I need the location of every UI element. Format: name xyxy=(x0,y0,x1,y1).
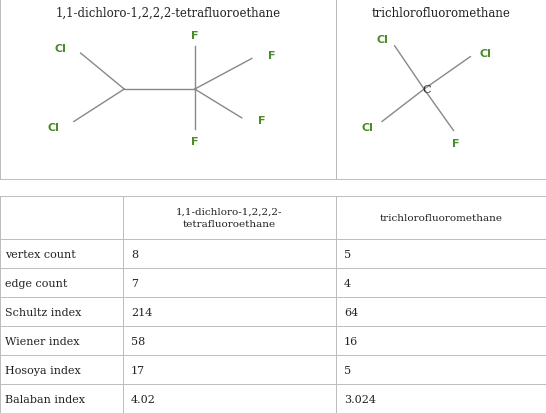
Text: 58: 58 xyxy=(131,336,145,346)
Text: trichlorofluoromethane: trichlorofluoromethane xyxy=(379,214,502,222)
Text: Schultz index: Schultz index xyxy=(5,307,82,317)
Text: F: F xyxy=(258,115,266,126)
Text: F: F xyxy=(191,31,199,41)
Text: 4.02: 4.02 xyxy=(131,394,156,404)
Text: F: F xyxy=(452,139,459,149)
Text: 16: 16 xyxy=(344,336,358,346)
Text: Hosoya index: Hosoya index xyxy=(5,365,81,375)
Text: 7: 7 xyxy=(131,278,138,288)
Text: Balaban index: Balaban index xyxy=(5,394,86,404)
Text: Cl: Cl xyxy=(55,43,67,54)
Text: trichlorofluoromethane: trichlorofluoromethane xyxy=(371,7,511,20)
Text: Wiener index: Wiener index xyxy=(5,336,80,346)
Text: vertex count: vertex count xyxy=(5,249,76,259)
Text: F: F xyxy=(268,51,276,61)
Text: edge count: edge count xyxy=(5,278,68,288)
Text: Cl: Cl xyxy=(48,123,60,133)
Text: 64: 64 xyxy=(344,307,358,317)
Text: Cl: Cl xyxy=(479,49,491,59)
Text: 17: 17 xyxy=(131,365,145,375)
Text: 5: 5 xyxy=(344,249,351,259)
Text: Cl: Cl xyxy=(376,35,388,45)
Text: F: F xyxy=(191,137,199,147)
Text: 214: 214 xyxy=(131,307,152,317)
Text: 8: 8 xyxy=(131,249,138,259)
Text: Cl: Cl xyxy=(361,123,373,133)
Text: 1,1-dichloro-1,2,2,2-
tetrafluoroethane: 1,1-dichloro-1,2,2,2- tetrafluoroethane xyxy=(176,207,283,228)
Text: 3.024: 3.024 xyxy=(344,394,376,404)
Text: 1,1-dichloro-1,2,2,2-tetrafluoroethane: 1,1-dichloro-1,2,2,2-tetrafluoroethane xyxy=(55,7,281,20)
Text: 5: 5 xyxy=(344,365,351,375)
Text: 4: 4 xyxy=(344,278,351,288)
Text: C: C xyxy=(422,85,430,95)
